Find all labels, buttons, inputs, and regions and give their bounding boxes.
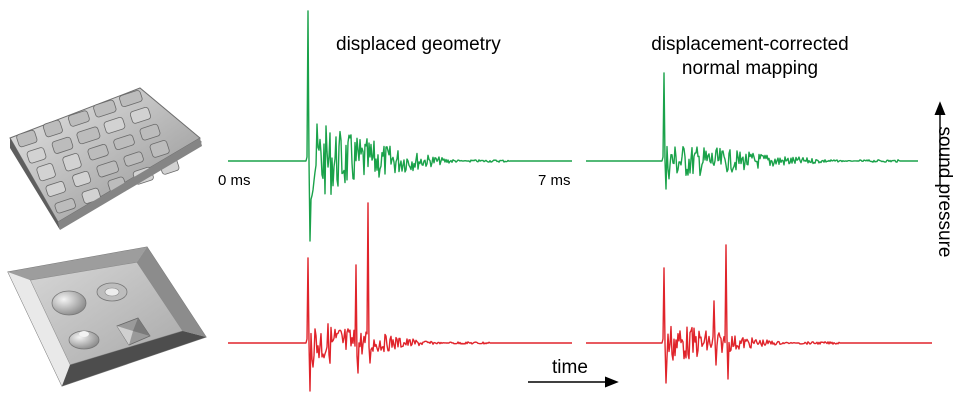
waveform-bottom-left (228, 202, 572, 392)
surface-bump (76, 126, 101, 145)
surface-bump (103, 116, 126, 134)
surface-bump (113, 134, 135, 150)
waveform-top-right (586, 72, 918, 190)
waveform-top-left (228, 10, 572, 242)
time-axis-label: time (552, 357, 588, 378)
surface-bump (36, 163, 56, 182)
y-axis-label: sound pressure (934, 126, 955, 258)
surface-bump (72, 170, 92, 187)
waveform-bottom-right (586, 244, 932, 384)
surface-bump (139, 123, 161, 141)
time-end-label: 7 ms (538, 172, 571, 189)
surface-bump (51, 136, 74, 154)
surface-bump (26, 147, 47, 164)
surface-bump (93, 99, 117, 118)
surface-bump (67, 110, 90, 127)
surface-bump (62, 153, 82, 172)
surface-bump (45, 181, 66, 197)
bumpy-surface-icon (9, 87, 202, 230)
time-start-label: 0 ms (218, 172, 251, 189)
surface-bump (54, 198, 76, 214)
surface-bump (42, 119, 63, 138)
surface-bump (123, 151, 144, 167)
title-right-line2: normal mapping (681, 58, 819, 79)
surface-bump (149, 140, 170, 158)
waveforms (228, 10, 932, 392)
shapes-tray-icon (7, 246, 207, 387)
surface-bump (119, 90, 143, 108)
surface-bump (16, 129, 38, 148)
title-right-line1: displacement-corrected (651, 34, 849, 55)
surface-bump (96, 160, 119, 178)
surface-bump (87, 144, 109, 161)
surface-bump (129, 106, 152, 124)
title-left: displaced geometry (336, 34, 501, 55)
